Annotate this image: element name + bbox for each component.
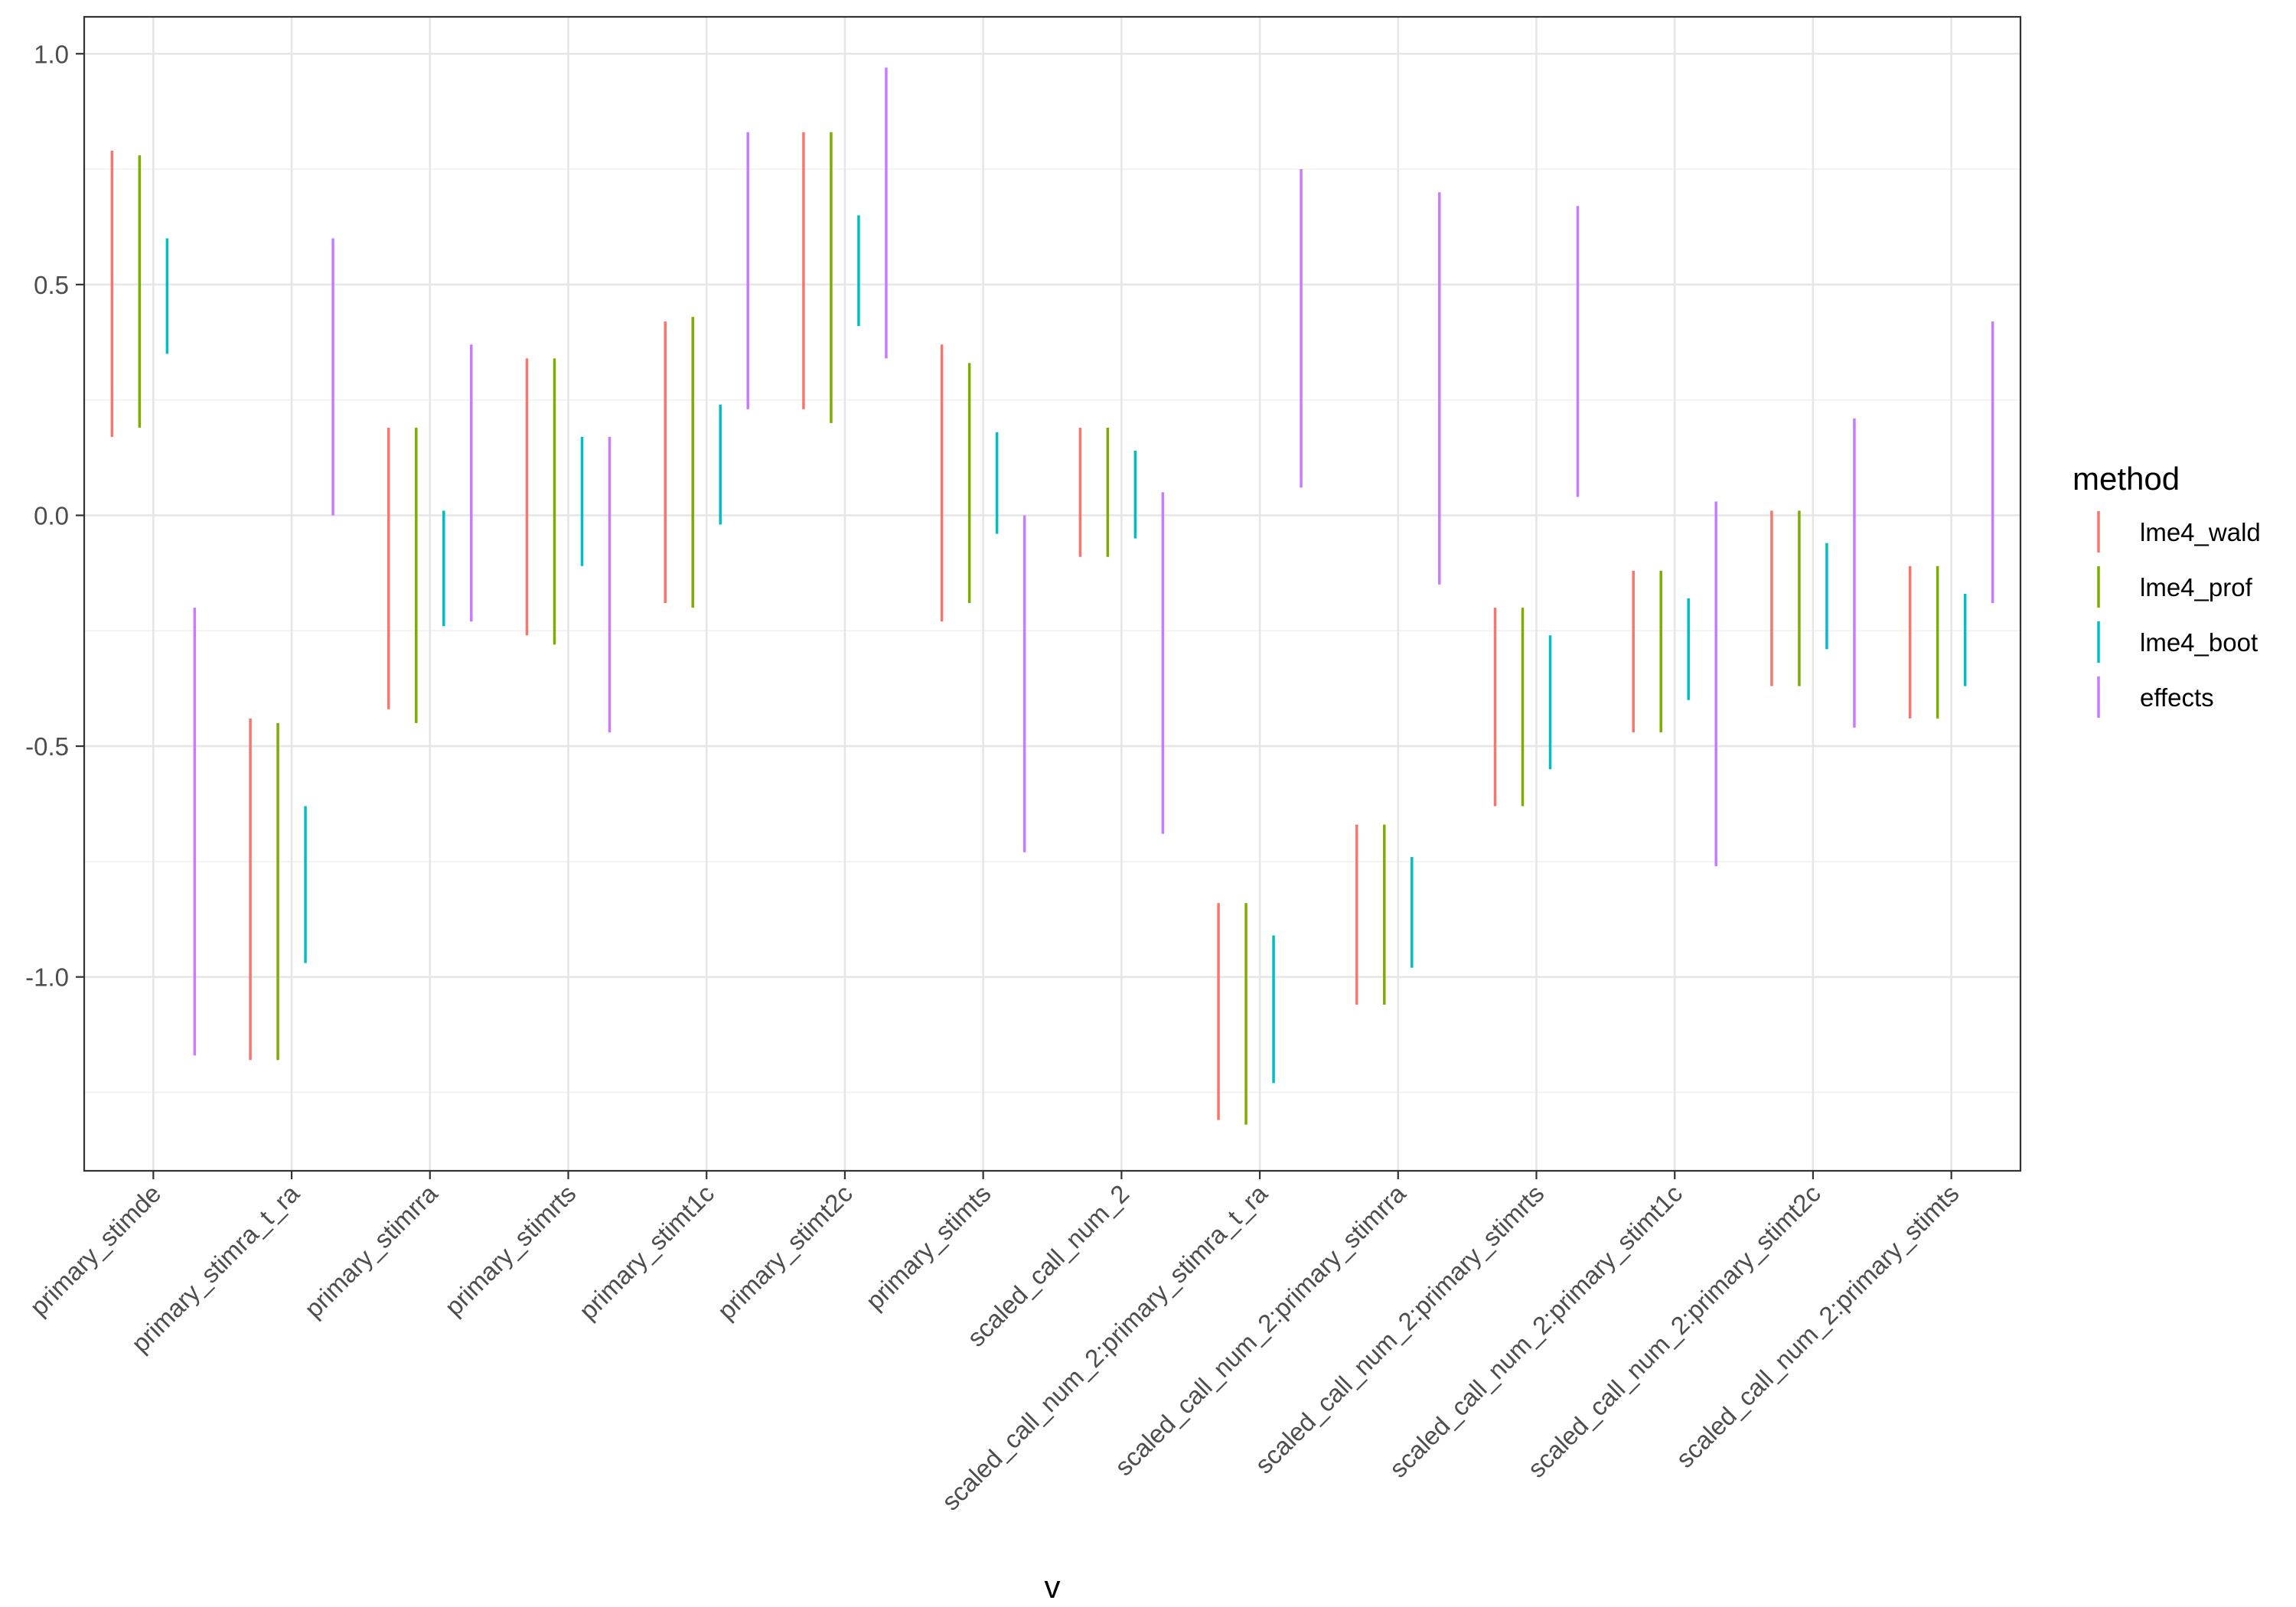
legend-key xyxy=(2074,618,2123,667)
legend-key xyxy=(2074,507,2123,556)
legend-label: lme4_wald xyxy=(2140,518,2261,546)
y-tick-label: 1.0 xyxy=(34,40,69,68)
y-tick-label: 0.0 xyxy=(34,501,69,530)
legend-label: lme4_boot xyxy=(2140,628,2258,657)
panel-border xyxy=(83,15,2022,1172)
legend-label: lme4_prof xyxy=(2140,573,2253,601)
legend-key xyxy=(2074,673,2123,722)
legend-key xyxy=(2074,562,2123,611)
y-axis: -1.0 -0.5 0.0 0.5 1.0 xyxy=(25,40,84,992)
y-tick-label: -0.5 xyxy=(25,732,69,761)
panel-background xyxy=(84,17,2020,1171)
series-lme4_wald xyxy=(110,132,1912,1120)
x-axis-title: v xyxy=(1045,1569,1061,1605)
grid xyxy=(84,17,2020,1171)
y-tick-label: 0.5 xyxy=(34,271,69,299)
series-lme4_prof xyxy=(138,132,1939,1125)
legend-label: effects xyxy=(2140,683,2214,712)
legend-title: method xyxy=(2073,461,2180,497)
series-effects xyxy=(193,67,1994,1056)
y-tick-label: -1.0 xyxy=(25,963,69,992)
series-lme4_boot xyxy=(165,215,1967,1084)
legend: method lme4_wald lme4_prof lme4_booteffect… xyxy=(2073,461,2261,722)
error-bars xyxy=(110,67,1994,1125)
